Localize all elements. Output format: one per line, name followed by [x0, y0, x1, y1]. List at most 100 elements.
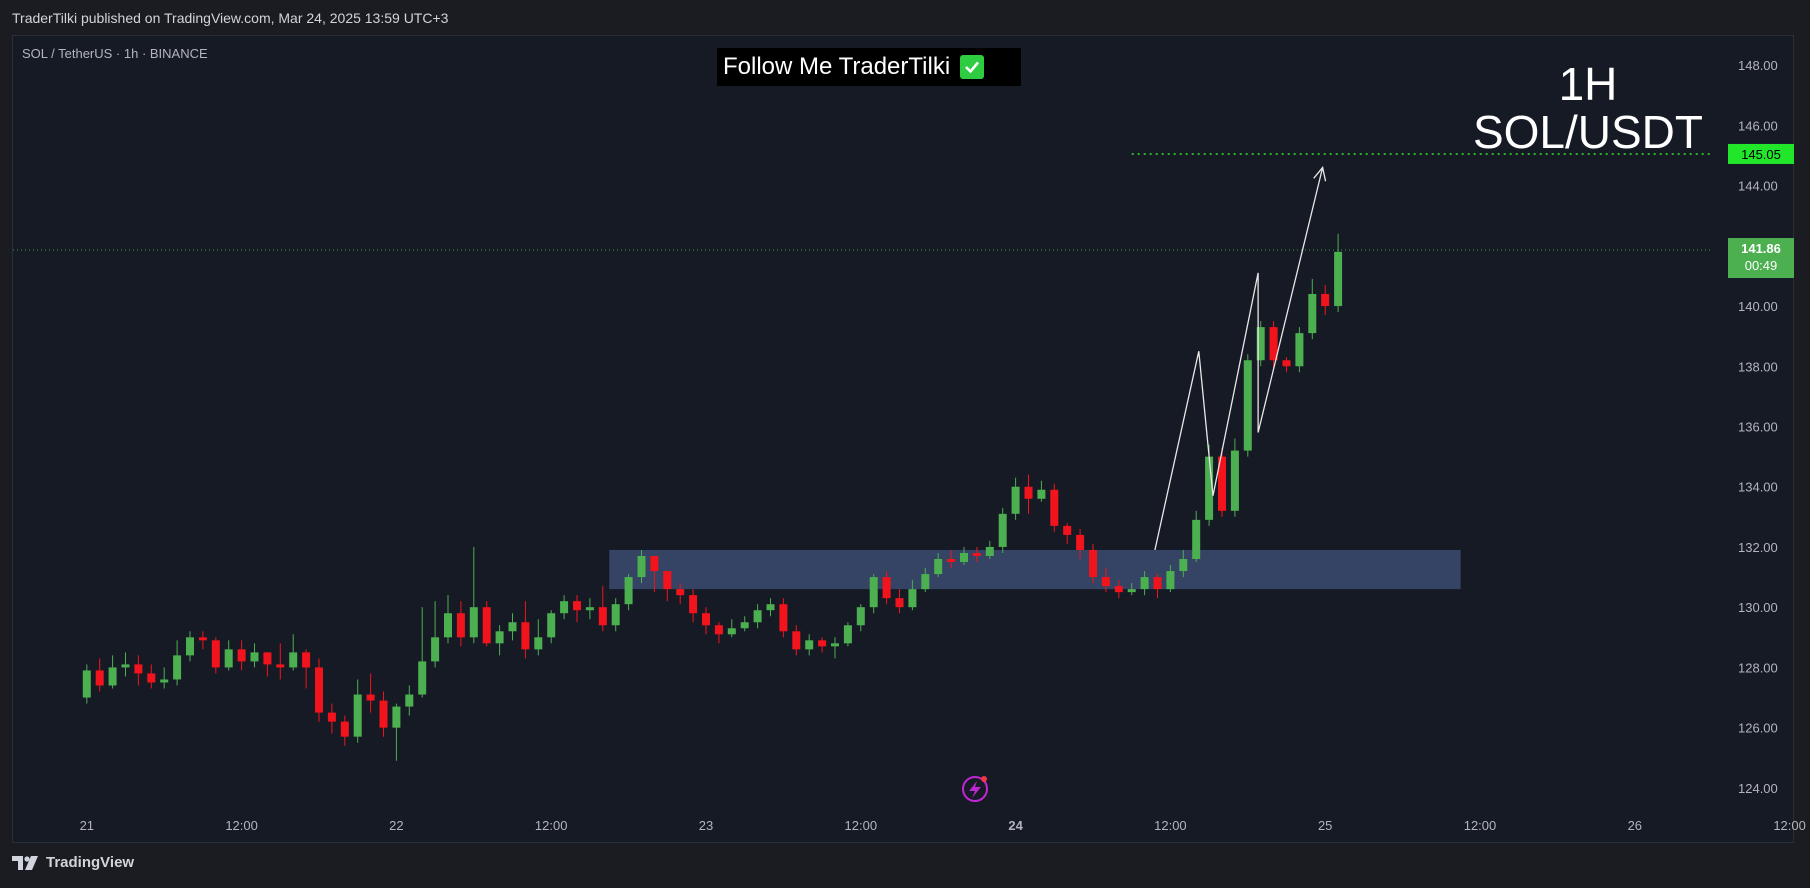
candle-body [985, 546, 994, 556]
candle [934, 552, 943, 578]
x-tick-label: 12:00 [1154, 818, 1187, 833]
candle-body [263, 652, 272, 665]
candle [1050, 483, 1059, 532]
candle-body [1205, 456, 1214, 520]
candle-body [327, 712, 336, 722]
candle [224, 640, 233, 671]
candle [1295, 327, 1304, 373]
candle-body [831, 643, 839, 647]
candle-body [1076, 534, 1085, 550]
candle [289, 634, 298, 671]
candle [1011, 477, 1020, 520]
candle-body [482, 607, 491, 644]
candle-body [908, 589, 917, 608]
candle-body [779, 604, 788, 632]
candle-body [469, 607, 478, 638]
x-tick-label: 21 [80, 818, 94, 833]
candle [521, 601, 530, 659]
candle [792, 625, 801, 656]
y-tick-label: 138.00 [1738, 359, 1778, 374]
y-tick-label: 126.00 [1738, 721, 1778, 736]
candle-body [147, 673, 156, 683]
candle-body [1334, 251, 1343, 307]
candle [1101, 568, 1110, 593]
candle [1230, 438, 1239, 517]
candle [237, 640, 246, 671]
candle-body [315, 667, 323, 713]
candle-body [1218, 456, 1226, 511]
candle-body [289, 652, 298, 668]
candle-body [508, 622, 517, 632]
target-price-badge [1728, 143, 1794, 164]
candle-body [1050, 489, 1059, 526]
pair-title: SOL/USDT [1472, 106, 1703, 158]
candle-body [714, 625, 723, 635]
candle-body [650, 555, 659, 572]
symbol-label: SOL / TetherUS · 1h · BINANCE [22, 46, 208, 61]
candle [173, 640, 182, 686]
candle-body [869, 577, 878, 608]
candle-body [405, 694, 414, 707]
candle-body [340, 721, 349, 737]
x-tick-label: 25 [1318, 818, 1332, 833]
candle-body [960, 552, 968, 563]
candle [276, 643, 285, 680]
candle-body [766, 604, 775, 611]
candle [702, 607, 710, 635]
candle [598, 586, 607, 632]
candle [611, 598, 620, 632]
tradingview-logo[interactable]: TradingView [12, 854, 134, 871]
candle-body [418, 661, 427, 695]
x-tick-label: 12:00 [535, 818, 568, 833]
candle-body [753, 610, 762, 623]
chart-frame[interactable] [12, 35, 1794, 843]
candle [1114, 580, 1123, 599]
candle [985, 540, 994, 560]
candle [315, 658, 323, 722]
candle-body [805, 640, 814, 650]
candle-body [895, 598, 904, 608]
candle-body [1295, 333, 1304, 367]
candle [1256, 321, 1265, 367]
candle [302, 649, 311, 689]
candle [831, 637, 839, 659]
candle-body [302, 652, 311, 668]
candle-body [160, 679, 169, 683]
candle [340, 715, 349, 746]
x-tick-label: 12:00 [1773, 818, 1806, 833]
candle [431, 601, 440, 668]
target-price-label: 145.05 [1741, 147, 1781, 162]
timeframe-title: 1H [1558, 58, 1618, 110]
y-tick-label: 134.00 [1738, 480, 1778, 495]
candle-body [353, 694, 362, 737]
x-tick-label: 26 [1628, 818, 1642, 833]
candle [392, 703, 401, 761]
candle-body [573, 601, 581, 611]
candle [1282, 357, 1291, 373]
y-tick-label: 130.00 [1738, 600, 1778, 615]
candle [1024, 474, 1033, 514]
candle-body [392, 706, 401, 728]
candle [960, 546, 968, 566]
candle [1089, 543, 1097, 584]
lightning-icon[interactable] [962, 776, 988, 802]
candle-body [1282, 360, 1291, 367]
candle [327, 703, 336, 734]
follow-banner-text: Follow Me TraderTilki [723, 53, 951, 80]
y-tick-label: 124.00 [1738, 781, 1778, 796]
candle [405, 685, 414, 716]
candle [1153, 574, 1162, 599]
candle-body [624, 577, 633, 605]
candle-body [637, 555, 646, 578]
candle-body [560, 601, 569, 614]
candle-body [1024, 486, 1033, 499]
candle [95, 658, 104, 692]
tradingview-brand: TradingView [46, 854, 135, 871]
candle [211, 637, 220, 674]
candle-body [972, 552, 981, 556]
follow-banner: Follow Me TraderTilki [717, 48, 1021, 86]
candle [353, 679, 362, 743]
candle-body [379, 700, 388, 728]
candle [1269, 321, 1278, 370]
